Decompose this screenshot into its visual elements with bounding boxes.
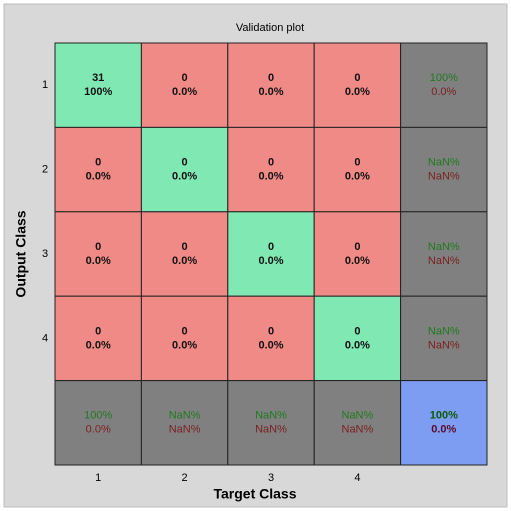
cell-text-bottom: 0.0% xyxy=(345,171,370,183)
matrix-cell xyxy=(313,126,402,213)
cell-text-bottom: 0.0% xyxy=(258,255,283,267)
cell-text-top: 0 xyxy=(268,72,274,84)
matrix-cell xyxy=(227,295,315,382)
cell-text-top: 0 xyxy=(354,241,360,253)
column-summary-text-bottom: NaN% xyxy=(342,424,374,436)
matrix-cell xyxy=(140,126,229,213)
column-summary-cell xyxy=(140,380,229,466)
cell-text-bottom: 0.0% xyxy=(345,86,370,98)
column-summary-text-bottom: NaN% xyxy=(169,424,201,436)
matrix-cell xyxy=(54,211,142,297)
row-summary-text-bottom: NaN% xyxy=(428,171,460,183)
cell-text-bottom: 0.0% xyxy=(86,339,111,351)
matrix-cell xyxy=(227,211,315,297)
cell-text-top: 0 xyxy=(354,325,360,337)
row-summary-cell xyxy=(400,211,488,297)
x-tick-label: 2 xyxy=(182,472,188,484)
x-tick-label: 1 xyxy=(95,472,101,484)
cell-text-top: 0 xyxy=(95,241,101,253)
row-summary-text-top: NaN% xyxy=(428,325,460,337)
matrix-cell xyxy=(313,42,402,128)
overall-text-bottom: 0.0% xyxy=(431,424,456,436)
matrix-cell xyxy=(140,295,229,382)
x-tick-label: 4 xyxy=(354,472,360,484)
cell-text-top: 0 xyxy=(182,241,188,253)
y-axis-label: Output Class xyxy=(13,210,29,297)
cell-text-bottom: 0.0% xyxy=(172,86,197,98)
cell-text-bottom: 0.0% xyxy=(172,339,197,351)
cell-text-top: 0 xyxy=(268,241,274,253)
cell-text-bottom: 0.0% xyxy=(345,255,370,267)
cell-text-bottom: 0.0% xyxy=(86,255,111,267)
y-tick-label: 3 xyxy=(42,248,48,260)
column-summary-text-bottom: 0.0% xyxy=(86,424,111,436)
cell-text-bottom: 0.0% xyxy=(86,171,111,183)
x-tick-label: 3 xyxy=(268,472,274,484)
column-summary-cell xyxy=(54,380,142,466)
cell-text-bottom: 0.0% xyxy=(172,255,197,267)
matrix-cell xyxy=(140,42,229,128)
matrix-cell xyxy=(54,295,142,382)
row-summary-text-top: NaN% xyxy=(428,157,460,169)
row-summary-cell xyxy=(400,42,488,128)
y-tick-label: 4 xyxy=(42,332,48,344)
cell-text-bottom: 0.0% xyxy=(345,339,370,351)
matrix-cell xyxy=(140,211,229,297)
column-summary-text-top: NaN% xyxy=(169,410,201,422)
column-summary-cell xyxy=(313,380,402,466)
cell-text-top: 0 xyxy=(182,157,188,169)
matrix-cell xyxy=(227,42,315,128)
column-summary-text-top: 100% xyxy=(84,410,112,422)
cell-text-top: 31 xyxy=(92,72,104,84)
chart-title: Validation plot xyxy=(236,22,304,34)
row-summary-text-top: 100% xyxy=(430,72,458,84)
cell-text-bottom: 0.0% xyxy=(258,339,283,351)
column-summary-text-bottom: NaN% xyxy=(255,424,287,436)
cell-text-top: 0 xyxy=(95,157,101,169)
cell-text-top: 0 xyxy=(95,325,101,337)
overall-cell xyxy=(400,380,488,466)
row-summary-text-bottom: 0.0% xyxy=(431,86,456,98)
overall-text-top: 100% xyxy=(430,410,458,422)
matrix-cell xyxy=(313,295,402,382)
cell-text-top: 0 xyxy=(268,157,274,169)
cell-text-bottom: 100% xyxy=(84,86,112,98)
row-summary-cell xyxy=(400,295,488,382)
cell-text-bottom: 0.0% xyxy=(258,171,283,183)
row-summary-text-bottom: NaN% xyxy=(428,339,460,351)
cell-text-top: 0 xyxy=(354,157,360,169)
row-summary-text-bottom: NaN% xyxy=(428,255,460,267)
cell-text-bottom: 0.0% xyxy=(172,171,197,183)
cell-text-top: 0 xyxy=(354,72,360,84)
cell-text-top: 0 xyxy=(182,72,188,84)
column-summary-text-top: NaN% xyxy=(255,410,287,422)
row-summary-text-top: NaN% xyxy=(428,241,460,253)
cell-text-top: 0 xyxy=(268,325,274,337)
y-tick-label: 1 xyxy=(42,79,48,91)
matrix-cell xyxy=(54,42,142,128)
x-axis-label: Target Class xyxy=(214,486,297,502)
column-summary-text-top: NaN% xyxy=(342,410,374,422)
cell-text-bottom: 0.0% xyxy=(258,86,283,98)
y-tick-label: 2 xyxy=(42,164,48,176)
row-summary-cell xyxy=(400,126,488,213)
cell-text-top: 0 xyxy=(182,325,188,337)
